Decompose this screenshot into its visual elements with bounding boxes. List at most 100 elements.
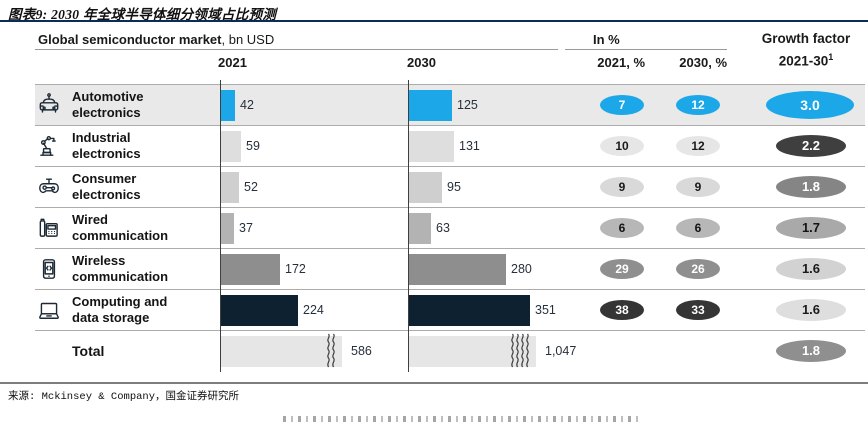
bar-2030 [409, 213, 431, 244]
growth-badge: 1.8 [776, 176, 846, 198]
car-icon [36, 92, 62, 118]
growth-factor-period: 2021-301 [746, 52, 866, 69]
bar-value-2030: 351 [535, 303, 556, 317]
pct-2021-badge: 38 [600, 300, 644, 320]
bar-value-2030: 95 [447, 180, 461, 194]
column-header-2021-pct: 2021, % [597, 55, 645, 70]
growth-badge: 3.0 [766, 91, 854, 119]
table-row: Automotive electronics 42 125 7 12 3.0 [35, 84, 865, 125]
table-row: Consumer electronics 52 95 9 9 1.8 [35, 166, 865, 207]
pct-2021-badge: 10 [600, 136, 644, 156]
bar-value-2030: 63 [436, 221, 450, 235]
bar-2021 [221, 131, 241, 162]
bar-value-2021: 224 [303, 303, 324, 317]
growth-badge: 2.2 [776, 135, 846, 157]
bar-2021 [221, 213, 234, 244]
table-row-total: Total 586 1,047 1.8 [35, 330, 865, 371]
row-label: Industrial electronics [72, 130, 141, 162]
total-value: 1,047 [545, 344, 577, 358]
in-percent-header: In % [593, 32, 620, 47]
pct-2021-badge: 29 [600, 259, 644, 279]
bar-2021 [221, 172, 239, 203]
row-label: Wired communication [72, 212, 168, 244]
desk-phone-icon [36, 215, 62, 241]
row-label: Wireless communication [72, 253, 168, 285]
table-row: Wireless communication 172 280 29 26 1.6 [35, 248, 865, 289]
bar-2030 [409, 295, 530, 326]
pct-2030-badge: 12 [676, 95, 720, 115]
row-label-line: electronics [72, 105, 141, 120]
row-label: Automotive electronics [72, 89, 144, 121]
table-body: Automotive electronics 42 125 7 12 3.0 Industri… [35, 84, 865, 371]
bar-value-2030: 280 [511, 262, 532, 276]
pct-2030-badge: 26 [676, 259, 720, 279]
growth-factor-header: Growth factor [761, 31, 851, 46]
market-title: Global semiconductor market [38, 32, 222, 47]
row-label-line: electronics [72, 146, 141, 161]
row-label: Computing and data storage [72, 294, 167, 326]
total-bar [409, 336, 536, 367]
bar-2021 [221, 254, 280, 285]
growth-badge: 1.6 [776, 258, 846, 280]
bar-value-2021: 37 [239, 221, 253, 235]
bar-2021 [221, 295, 298, 326]
bar-value-2021: 172 [285, 262, 306, 276]
pct-2021-badge: 6 [600, 218, 644, 238]
bar-value-2021: 52 [244, 180, 258, 194]
row-label-line: communication [72, 228, 169, 243]
bar-value-2021: 42 [240, 98, 254, 112]
footnote-marker: 1 [828, 52, 834, 62]
bar-2030 [409, 131, 454, 162]
figure-title: 图表9: 2030 年全球半导体细分领域占比预测 [8, 7, 277, 22]
row-label: Consumer electronics [72, 171, 141, 203]
source-note: 来源: Mckinsey & Company，国金证券研究所 [8, 391, 240, 403]
row-label-line: Industrial [72, 130, 131, 145]
growth-badge: 1.7 [776, 217, 846, 239]
market-unit: , bn USD [221, 32, 275, 47]
axis-2030 [408, 80, 409, 372]
column-header-2021: 2021 [218, 55, 247, 70]
bar-value-2021: 59 [246, 139, 260, 153]
smartphone-icon [36, 256, 62, 282]
total-value: 586 [351, 344, 372, 358]
table-row: Wired communication 37 63 6 6 1.7 [35, 207, 865, 248]
row-label-line: Wired [72, 212, 108, 227]
bar-2030 [409, 172, 442, 203]
header-rule-percent [565, 49, 727, 50]
column-header-2030: 2030 [407, 55, 436, 70]
bar-2030 [409, 254, 506, 285]
pct-2030-badge: 33 [676, 300, 720, 320]
row-label-line: communication [72, 269, 169, 284]
section-divider [0, 382, 868, 384]
chart-header-left: Global semiconductor market, bn USD [38, 32, 274, 47]
robot-arm-icon [36, 133, 62, 159]
pct-2021-badge: 9 [600, 177, 644, 197]
row-label-line: Wireless [72, 253, 126, 268]
growth-period-text: 2021-30 [778, 53, 829, 69]
axis-break-marks [326, 333, 341, 375]
column-header-2030-pct: 2030, % [679, 55, 727, 70]
row-label-line: Consumer [72, 171, 137, 186]
bar-2021 [221, 90, 235, 121]
axis-2021 [220, 80, 221, 372]
header-rule-left [35, 49, 558, 50]
growth-badge: 1.6 [776, 299, 846, 321]
table-row: Computing and data storage 224 351 38 33 1.6 [35, 289, 865, 330]
total-label: Total [72, 343, 105, 359]
bar-value-2030: 131 [459, 139, 480, 153]
row-label-line: Computing and [72, 294, 168, 309]
total-bar [221, 336, 342, 367]
row-label-line: Automotive [72, 89, 144, 104]
growth-badge: 1.8 [776, 340, 846, 362]
pct-2021-badge: 7 [600, 95, 644, 115]
laptop-icon [36, 297, 62, 323]
bar-value-2030: 125 [457, 98, 478, 112]
axis-break-marks [510, 333, 535, 375]
game-controller-icon [36, 174, 62, 200]
bar-2030 [409, 90, 452, 121]
row-label-line: data storage [72, 310, 150, 325]
pct-2030-badge: 12 [676, 136, 720, 156]
pct-2030-badge: 6 [676, 218, 720, 238]
title-rule [0, 20, 868, 22]
clipped-text-fragment [283, 416, 641, 422]
